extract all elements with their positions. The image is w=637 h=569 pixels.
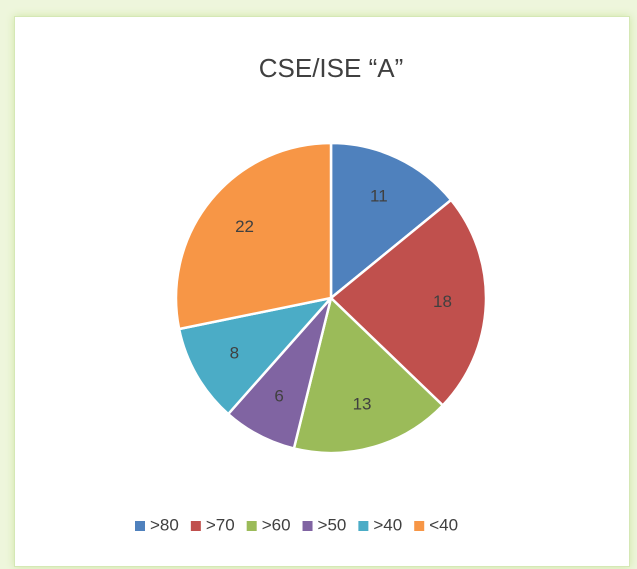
legend-label: >60 [262,515,291,534]
legend-label: >40 [373,515,402,534]
legend-swatch [414,521,425,531]
data-label: 8 [230,343,239,362]
data-label: 22 [235,217,254,236]
legend-label: >70 [206,515,235,534]
legend-swatch [302,521,313,531]
pie-slice [329,198,488,408]
pie-slice [292,295,445,455]
data-label: 13 [353,395,372,414]
data-label: 11 [370,187,388,206]
pie-slice [329,141,453,301]
legend-label: >50 [318,515,347,534]
legend-swatch [135,521,145,531]
pie-slice [174,141,333,331]
legend-swatch [358,521,369,531]
legend-swatch [246,521,257,531]
legend-label: <40 [429,515,458,534]
data-label: 6 [274,386,283,405]
legend-label: >80 [150,515,179,534]
legend-swatch [190,521,201,531]
data-label: 18 [433,292,452,311]
chart-title: CSE/ISE “A” [259,53,403,83]
pie-slice [177,296,335,416]
